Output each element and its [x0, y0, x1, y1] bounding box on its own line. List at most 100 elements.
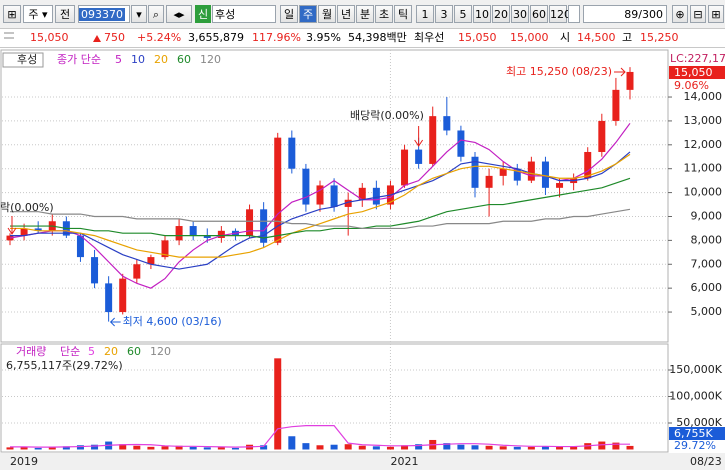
open: 14,500	[577, 31, 616, 44]
toolbar-button[interactable]: 60	[530, 5, 548, 23]
tool-icon[interactable]: ⊞	[708, 5, 724, 23]
icon	[4, 32, 14, 39]
legend-entry: 20	[154, 53, 168, 66]
candle-body	[175, 226, 183, 241]
candle-body	[372, 187, 380, 205]
ma-line	[10, 153, 631, 258]
volume-bar	[119, 444, 127, 450]
y-tick-label: 11,000	[684, 162, 723, 175]
y-tick-label: 6,000	[691, 281, 723, 294]
code-input[interactable]: 093370	[78, 5, 130, 23]
candle-body	[344, 199, 352, 207]
price-tag-text: 15,050	[674, 66, 713, 79]
high-label: 고	[622, 31, 633, 44]
count-box: 89/300	[583, 5, 667, 23]
candle-body	[471, 156, 479, 188]
arrow	[93, 35, 101, 42]
toolbar-button[interactable]: 5	[454, 5, 472, 23]
menu-icon[interactable]: ⊞	[3, 5, 21, 23]
badge: 신	[195, 5, 211, 23]
candle-body	[20, 228, 28, 236]
search-button[interactable]: ⌕	[148, 5, 164, 23]
volume-bar	[20, 446, 28, 450]
legend-entry: 5	[88, 345, 95, 358]
volume-bar	[626, 445, 634, 450]
candle-body	[203, 235, 211, 238]
volume-bar	[147, 446, 155, 450]
annotation-arrow	[109, 317, 121, 327]
code: 093370	[79, 8, 125, 21]
candle-body	[260, 209, 268, 243]
volume-bar	[443, 443, 451, 450]
toolbar-button[interactable]: 주	[299, 5, 317, 23]
legend-entry: 120	[150, 345, 171, 358]
volume-panel	[0, 343, 669, 453]
bid: 15,000	[510, 31, 549, 44]
toolbar-button[interactable]: 일	[280, 5, 298, 23]
candle-body	[34, 228, 42, 231]
dropdown[interactable]: ▾	[131, 5, 147, 23]
tool-icon[interactable]: ⊕	[672, 5, 688, 23]
volume-bar	[513, 446, 521, 450]
prefix-button[interactable]: 전	[55, 5, 75, 23]
tool-icon[interactable]: ⊟	[690, 5, 706, 23]
toolbar-button[interactable]: 초	[375, 5, 393, 23]
candle-body	[6, 235, 14, 241]
period-type-select[interactable]: 주 ▾	[23, 5, 53, 23]
open-label: 시	[560, 31, 571, 44]
name-input[interactable]: 후성	[212, 5, 276, 23]
legend-entry: 60	[177, 53, 191, 66]
candle-body	[288, 137, 296, 169]
toolbar-button[interactable]: 1	[416, 5, 434, 23]
annotation-dividend-left: 락(0.00%)	[0, 201, 54, 214]
candle-body	[612, 89, 620, 121]
volume-bar	[570, 446, 578, 450]
candle-body	[556, 183, 564, 188]
legend-title: 거래량	[16, 345, 46, 358]
volume-rate-label: 29.72%	[674, 439, 716, 452]
candle-body	[246, 209, 254, 236]
y-tick-label: 150,000K	[669, 363, 722, 376]
rate-label: 9.06%	[674, 79, 709, 92]
prefix: 전	[59, 8, 71, 21]
toolbar-button[interactable]: 월	[318, 5, 336, 23]
x-axis-band	[0, 453, 725, 470]
volume-bar	[541, 446, 549, 450]
volume-value-label: 6,755,117주(29.72%)	[6, 359, 123, 372]
annotation-low: 최저 4,600 (03/16)	[123, 315, 222, 328]
toolbar-button[interactable]: 분	[356, 5, 374, 23]
y-tick-label: 10,000	[684, 186, 723, 199]
toolbar-button[interactable]: 120	[549, 5, 571, 23]
toolbar-button[interactable]: 틱	[394, 5, 412, 23]
volume-bar	[344, 444, 352, 450]
y-tick-label: 5,000	[691, 305, 723, 318]
volume-bar	[316, 445, 324, 450]
candle-body	[330, 185, 338, 207]
volume-bar	[471, 445, 479, 450]
sound-button[interactable]: ◂▸	[166, 5, 192, 23]
y-tick-label: 13,000	[684, 114, 723, 127]
badge-text: 신	[197, 8, 209, 21]
price-panel	[0, 49, 669, 343]
toolbar-button[interactable]: 20	[492, 5, 510, 23]
candle-body	[217, 230, 225, 238]
volume-bar	[260, 445, 268, 450]
price-tag	[669, 66, 725, 79]
candle-body	[443, 116, 451, 131]
toolbar-button[interactable]: 년	[337, 5, 355, 23]
ask: 15,050	[458, 31, 497, 44]
toolbar-button[interactable]: 3	[435, 5, 453, 23]
toolbar-button[interactable]: 30	[511, 5, 529, 23]
candle-body	[147, 257, 155, 265]
volume-bar	[598, 441, 606, 450]
legend-label: 단순	[60, 345, 80, 358]
candle-body	[527, 161, 535, 181]
candle-body	[274, 137, 282, 243]
toolbar-button[interactable]: 10	[473, 5, 491, 23]
volume-tag	[669, 427, 725, 440]
candle-body	[485, 175, 493, 188]
volume: 3,655,879	[188, 31, 244, 44]
volume-tag-text: 6,755K	[674, 427, 713, 440]
candle-body	[541, 161, 549, 188]
volume-bar	[217, 447, 225, 450]
